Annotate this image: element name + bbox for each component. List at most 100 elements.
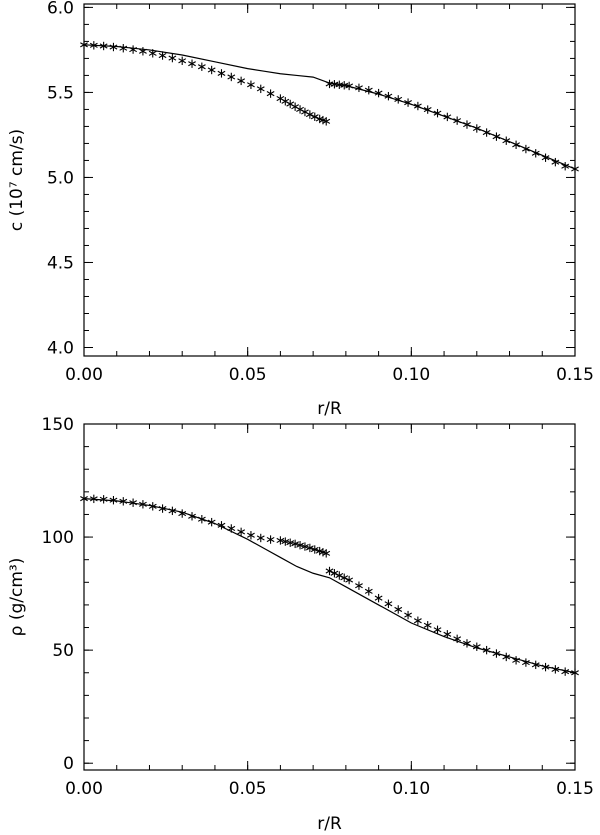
sound-speed-model-line <box>83 44 576 170</box>
sound-speed-data-point <box>492 132 501 141</box>
density-y-tick-label: 50 <box>52 641 74 661</box>
sound-speed-data-point <box>158 51 167 60</box>
sound-speed-marks <box>80 40 579 174</box>
density-axes: 0.00 0.05 0.10 0.15 0 50 100 150 <box>42 415 594 799</box>
sound-speed-data-point <box>256 84 265 94</box>
density-data-point <box>310 545 319 554</box>
density-data-point <box>168 506 177 516</box>
density-data-point <box>305 543 314 553</box>
sound-speed-data-point <box>512 140 520 149</box>
density-data-point <box>139 500 147 509</box>
sound-speed-data-point <box>521 144 530 154</box>
sound-speed-data-point <box>561 162 570 171</box>
density-data-point <box>301 542 309 551</box>
density-data-point <box>384 599 393 608</box>
sound-speed-data-point <box>571 164 579 174</box>
sound-speed-data-point <box>301 107 309 117</box>
density-data-point <box>197 515 206 524</box>
density-data-point <box>80 494 88 503</box>
density-data-point <box>433 625 442 634</box>
sound-speed-data-point <box>374 88 383 98</box>
density-data-point <box>276 536 285 545</box>
density-x-tick-label: 0.05 <box>229 779 267 799</box>
density-plot-frame <box>83 423 576 771</box>
density-data-point <box>266 535 275 544</box>
sound-speed-data-point <box>119 44 128 53</box>
sound-speed-data-point <box>168 53 177 63</box>
density-data-point <box>551 665 560 674</box>
sound-speed-data-point <box>551 157 560 167</box>
density-data-point <box>355 581 363 590</box>
density-data-point <box>322 549 331 558</box>
sound-speed-data-point <box>109 42 118 52</box>
density-data-point <box>453 634 462 644</box>
sound-speed-data-point <box>472 124 481 133</box>
sound-speed-data-point <box>322 117 331 126</box>
density-data-point <box>482 645 491 655</box>
sound-speed-data-point <box>296 105 304 114</box>
density-data-point <box>188 512 196 521</box>
sound-speed-data-point <box>266 89 275 98</box>
sound-speed-plot-frame <box>83 3 576 357</box>
sound-speed-data-point <box>291 102 300 111</box>
density-data-point <box>129 498 138 507</box>
sound-speed-data-point <box>305 110 314 119</box>
density-data-point <box>158 504 167 513</box>
sound-speed-data-point <box>227 72 236 82</box>
sound-speed-data-point <box>281 97 290 106</box>
sound-speed-data-point <box>178 56 187 65</box>
density-y-tick-label: 100 <box>42 528 74 548</box>
density-data-point <box>492 649 501 658</box>
sound-speed-x-axis-label: r/R <box>317 399 342 419</box>
density-data-point <box>227 524 236 533</box>
density-data-point <box>286 538 295 547</box>
sound-speed-data-point <box>423 105 432 114</box>
sound-speed-data-point <box>340 81 349 90</box>
density-y-axis-label: ρ (g/cm³) <box>7 558 27 637</box>
sound-speed-data-point <box>453 116 462 125</box>
sound-speed-data-point <box>237 76 246 86</box>
sound-speed-data-point <box>99 41 108 51</box>
sound-speed-data-point <box>413 101 422 111</box>
density-data-point <box>148 502 157 511</box>
density-data-point <box>237 527 246 537</box>
sound-speed-data-point <box>443 112 452 122</box>
sound-speed-x-tick-label: 0.00 <box>65 365 103 385</box>
sound-speed-data-point <box>404 98 412 107</box>
sound-speed-data-point <box>207 65 216 75</box>
density-data-point <box>423 621 432 630</box>
density-data-point <box>335 571 344 580</box>
sound-speed-data-point <box>310 112 319 121</box>
density-data-point <box>340 573 349 582</box>
sound-speed-y-tick-label: 4.0 <box>47 338 74 358</box>
density-data-point <box>463 639 471 648</box>
density-data-point <box>502 652 511 662</box>
density-data-point <box>413 616 422 625</box>
sound-speed-data-point <box>148 49 157 58</box>
density-data-point <box>291 539 300 549</box>
density-data-point <box>256 533 265 543</box>
density-marks <box>80 494 579 677</box>
sound-speed-data-point <box>197 62 206 71</box>
density-x-tick-label: 0.10 <box>392 779 430 799</box>
sound-speed-panel: 0.00 0.05 0.10 0.15 4.0 4.5 5.0 5.5 6.0 r/R c (1… <box>7 0 594 419</box>
sound-speed-y-tick-label: 5.0 <box>47 168 74 188</box>
density-data-point <box>119 497 128 506</box>
density-data-point <box>404 610 412 620</box>
density-x-axis-label: r/R <box>317 814 342 834</box>
sound-speed-data-point <box>247 80 255 89</box>
sound-speed-y-tick-label: 5.5 <box>47 83 74 103</box>
sound-speed-data-point <box>541 153 550 162</box>
sound-speed-data-point <box>433 108 442 118</box>
density-x-tick-label: 0.00 <box>65 779 103 799</box>
density-data-point <box>561 667 570 676</box>
sound-speed-x-tick-label: 0.10 <box>392 365 430 385</box>
density-data-point <box>345 575 354 585</box>
density-data-point <box>531 660 540 670</box>
sound-speed-x-tick-label: 0.15 <box>556 365 594 385</box>
density-data-point <box>512 656 520 665</box>
density-model-line <box>83 498 576 674</box>
density-data-point <box>374 593 383 603</box>
density-data-point <box>541 662 550 672</box>
density-data-point <box>330 569 339 578</box>
